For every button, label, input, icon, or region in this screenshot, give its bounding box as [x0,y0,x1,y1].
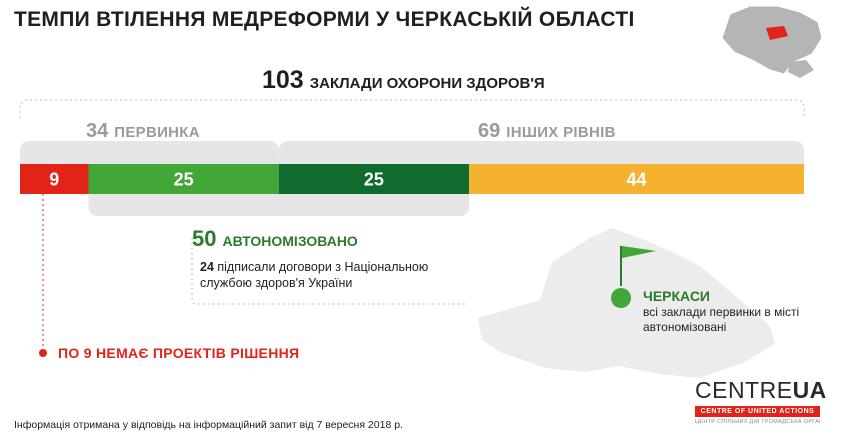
ukraine-map-icon [721,5,823,78]
group-other-label: ІНШИХ РІВНІВ [506,124,616,141]
logo-word-bold: UA [792,377,827,403]
contracts-note: 24 підписали договори з Національною слу… [200,259,450,291]
group-primary-label: ПЕРВИНКА [114,124,200,141]
autonomized-connector [191,238,466,305]
bar-segment-2 [88,164,279,194]
logo-subtitle: ЦЕНТР СПІЛЬНИХ ДІЙ ГРОМАДСЬКА ОРГАНІЗАЦІ… [695,419,820,425]
total-label: ЗАКЛАДИ ОХОРОНИ ЗДОРОВ'Я [309,75,545,92]
bar-segment-4-label: 44 [627,170,647,190]
bar-segment-2-label: 25 [174,170,194,190]
centreua-logo: CENTREUA CENTRE OF UNITED ACTIONS ЦЕНТР … [695,377,826,425]
city-flag-icon [622,246,656,258]
logo-word-light: CENTRE [695,377,793,403]
group-other: 69 ІНШИХ РІВНІВ [478,120,616,143]
autonomized-heading: 50 АВТОНОМІЗОВАНО [192,226,358,252]
group-other-band [278,141,804,171]
logo-wordmark: CENTREUA [695,377,826,404]
total-value: 103 [262,66,304,94]
page-title: ТЕМПИ ВТІЛЕННЯ МЕДРЕФОРМИ У ЧЕРКАСЬКІЙ О… [14,8,635,31]
footnote: Інформація отримана у відповідь на інфор… [14,419,403,431]
autonomized-value: 50 [192,226,217,251]
no-docs-dot [39,349,47,357]
no-docs-note: ПО 9 НЕМАЄ ПРОЕКТІВ РІШЕННЯ [58,345,300,361]
contracts-value: 24 [200,260,214,274]
bar-segment-4 [469,164,804,194]
logo-band: CENTRE OF UNITED ACTIONS [695,406,820,417]
group-primary-band [20,141,279,171]
bar-segment-3-label: 25 [364,170,384,190]
bar-segment-1 [20,164,89,194]
total-facilities: 103 ЗАКЛАДИ ОХОРОНИ ЗДОРОВ'Я [262,66,545,95]
group-primary-value: 34 [86,120,109,142]
group-other-value: 69 [478,120,501,142]
contracts-text: підписали договори з Національною службо… [200,260,429,290]
bar-segment-3 [278,164,470,194]
total-bracket [19,99,805,118]
autonomized-label: АВТОНОМІЗОВАНО [222,233,358,249]
city-description: всі заклади первинки в місті автономізов… [643,305,800,334]
bar-segment-1-label: 9 [49,170,59,190]
group-primary: 34 ПЕРВИНКА [86,120,200,143]
city-name: ЧЕРКАСИ [643,288,710,304]
city-marker-dot [611,288,631,308]
